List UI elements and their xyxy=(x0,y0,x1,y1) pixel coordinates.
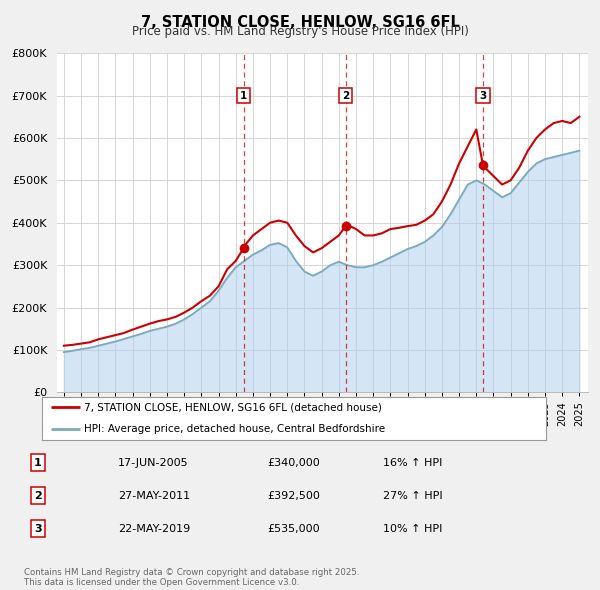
Text: 7, STATION CLOSE, HENLOW, SG16 6FL (detached house): 7, STATION CLOSE, HENLOW, SG16 6FL (deta… xyxy=(84,402,382,412)
Text: 27% ↑ HPI: 27% ↑ HPI xyxy=(383,491,442,500)
Text: 27-MAY-2011: 27-MAY-2011 xyxy=(118,491,190,500)
Text: 22-MAY-2019: 22-MAY-2019 xyxy=(118,524,190,534)
Text: 1: 1 xyxy=(240,90,247,100)
Text: Price paid vs. HM Land Registry's House Price Index (HPI): Price paid vs. HM Land Registry's House … xyxy=(131,25,469,38)
Text: 2: 2 xyxy=(34,491,41,500)
Text: £535,000: £535,000 xyxy=(267,524,320,534)
Text: HPI: Average price, detached house, Central Bedfordshire: HPI: Average price, detached house, Cent… xyxy=(84,424,385,434)
Text: £340,000: £340,000 xyxy=(267,457,320,467)
Text: 3: 3 xyxy=(34,524,41,534)
Text: 7, STATION CLOSE, HENLOW, SG16 6FL: 7, STATION CLOSE, HENLOW, SG16 6FL xyxy=(140,15,460,30)
Text: £392,500: £392,500 xyxy=(267,491,320,500)
Text: 3: 3 xyxy=(479,90,487,100)
Text: 1: 1 xyxy=(34,457,41,467)
Text: 17-JUN-2005: 17-JUN-2005 xyxy=(118,457,188,467)
Text: 2: 2 xyxy=(342,90,349,100)
Text: 16% ↑ HPI: 16% ↑ HPI xyxy=(383,457,442,467)
Text: 10% ↑ HPI: 10% ↑ HPI xyxy=(383,524,442,534)
Text: Contains HM Land Registry data © Crown copyright and database right 2025.
This d: Contains HM Land Registry data © Crown c… xyxy=(24,568,359,587)
